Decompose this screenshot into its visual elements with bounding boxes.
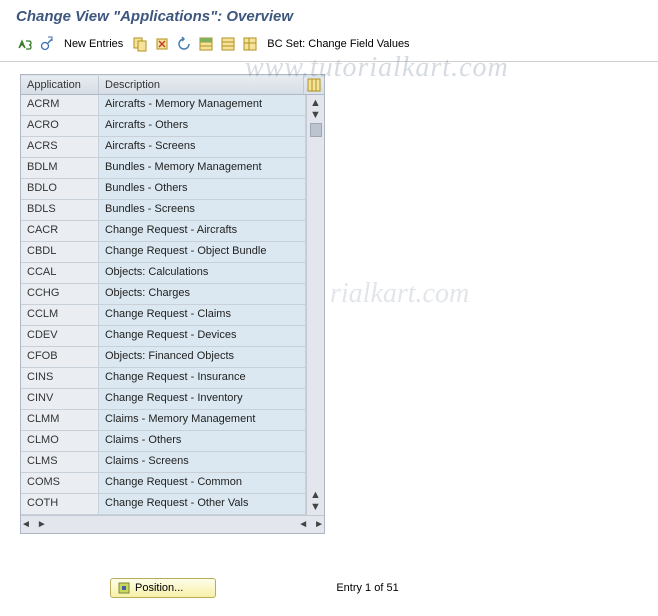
page-title: Change View "Applications": Overview xyxy=(0,0,658,31)
scroll-right-end-icon[interactable]: ► xyxy=(314,519,324,530)
table-row[interactable]: ACRMAircrafts - Memory Management xyxy=(21,95,306,116)
scroll-right-icon[interactable]: ► xyxy=(37,519,47,530)
cell-description: Change Request - Object Bundle xyxy=(99,242,306,262)
toggle-display-icon[interactable] xyxy=(16,35,34,53)
watermark-text-2: rialkart.com xyxy=(330,278,469,310)
table-row[interactable]: ACROAircrafts - Others xyxy=(21,116,306,137)
scroll-down-bottom-icon[interactable]: ▼ xyxy=(310,501,322,513)
cell-application: CCHG xyxy=(21,284,99,304)
cell-application: COTH xyxy=(21,494,99,514)
copy-icon[interactable] xyxy=(131,35,149,53)
cell-description: Change Request - Inventory xyxy=(99,389,306,409)
new-entries-button[interactable]: New Entries xyxy=(64,38,123,50)
table-row[interactable]: CFOBObjects: Financed Objects xyxy=(21,347,306,368)
table-row[interactable]: CCHGObjects: Charges xyxy=(21,284,306,305)
cell-application: CBDL xyxy=(21,242,99,262)
cell-application: CCAL xyxy=(21,263,99,283)
horizontal-scrollbar[interactable]: ◄ ► ◄ ► xyxy=(21,515,324,533)
cell-application: CLMM xyxy=(21,410,99,430)
cell-description: Aircrafts - Memory Management xyxy=(99,95,306,115)
table-row[interactable]: COMSChange Request - Common xyxy=(21,473,306,494)
table-row[interactable]: CINVChange Request - Inventory xyxy=(21,389,306,410)
scroll-left-end-icon[interactable]: ◄ xyxy=(298,519,308,530)
cell-application: CACR xyxy=(21,221,99,241)
cell-application: BDLO xyxy=(21,179,99,199)
col-header-application[interactable]: Application xyxy=(21,76,99,94)
cell-description: Change Request - Devices xyxy=(99,326,306,346)
cell-description: Change Request - Other Vals xyxy=(99,494,306,514)
cell-description: Objects: Financed Objects xyxy=(99,347,306,367)
table-row[interactable]: BDLOBundles - Others xyxy=(21,179,306,200)
cell-description: Claims - Others xyxy=(99,431,306,451)
table-row[interactable]: CBDLChange Request - Object Bundle xyxy=(21,242,306,263)
position-button[interactable]: Position... xyxy=(110,578,216,598)
scroll-up-icon[interactable]: ▲ xyxy=(310,97,322,109)
undo-icon[interactable] xyxy=(175,35,193,53)
cell-application: BDLS xyxy=(21,200,99,220)
table-row[interactable]: CINSChange Request - Insurance xyxy=(21,368,306,389)
table-row[interactable]: CLMSClaims - Screens xyxy=(21,452,306,473)
table-row[interactable]: COTHChange Request - Other Vals xyxy=(21,494,306,515)
table-row[interactable]: BDLSBundles - Screens xyxy=(21,200,306,221)
table-row[interactable]: CCALObjects: Calculations xyxy=(21,263,306,284)
configure-columns-icon[interactable] xyxy=(304,78,324,92)
cell-description: Aircrafts - Others xyxy=(99,116,306,136)
table-row[interactable]: CDEVChange Request - Devices xyxy=(21,326,306,347)
cell-description: Change Request - Claims xyxy=(99,305,306,325)
cell-application: COMS xyxy=(21,473,99,493)
cell-description: Change Request - Insurance xyxy=(99,368,306,388)
table-settings-icon[interactable] xyxy=(241,35,259,53)
cell-application: CINV xyxy=(21,389,99,409)
table-row[interactable]: CCLMChange Request - Claims xyxy=(21,305,306,326)
cell-application: CLMO xyxy=(21,431,99,451)
cell-application: ACRM xyxy=(21,95,99,115)
cell-description: Bundles - Screens xyxy=(99,200,306,220)
cell-description: Bundles - Others xyxy=(99,179,306,199)
cell-application: CINS xyxy=(21,368,99,388)
bc-set-button[interactable]: BC Set: Change Field Values xyxy=(267,38,409,50)
scroll-thumb[interactable] xyxy=(310,123,322,137)
footer: Position... Entry 1 of 51 xyxy=(0,578,658,598)
cell-description: Objects: Calculations xyxy=(99,263,306,283)
applications-table: Application Description ACRMAircrafts - … xyxy=(20,74,325,534)
cell-application: ACRS xyxy=(21,137,99,157)
table-row[interactable]: BDLMBundles - Memory Management xyxy=(21,158,306,179)
cell-description: Objects: Charges xyxy=(99,284,306,304)
delete-icon[interactable] xyxy=(153,35,171,53)
vertical-scrollbar[interactable]: ▲ ▼ ▲ ▼ xyxy=(306,95,324,515)
table-body: ACRMAircrafts - Memory ManagementACROAir… xyxy=(21,95,306,515)
scroll-down-icon[interactable]: ▼ xyxy=(310,109,322,121)
cell-description: Claims - Screens xyxy=(99,452,306,472)
cell-description: Claims - Memory Management xyxy=(99,410,306,430)
find-icon[interactable] xyxy=(38,35,56,53)
select-all-icon[interactable] xyxy=(197,35,215,53)
table-row[interactable]: CLMOClaims - Others xyxy=(21,431,306,452)
cell-application: CDEV xyxy=(21,326,99,346)
entry-counter: Entry 1 of 51 xyxy=(336,582,398,594)
cell-application: BDLM xyxy=(21,158,99,178)
cell-description: Change Request - Aircrafts xyxy=(99,221,306,241)
cell-description: Bundles - Memory Management xyxy=(99,158,306,178)
toolbar: New Entries BC Set: Change Field Values xyxy=(0,31,658,62)
cell-application: CFOB xyxy=(21,347,99,367)
deselect-all-icon[interactable] xyxy=(219,35,237,53)
position-icon xyxy=(117,581,131,595)
table-row[interactable]: ACRSAircrafts - Screens xyxy=(21,137,306,158)
cell-application: ACRO xyxy=(21,116,99,136)
scroll-left-icon[interactable]: ◄ xyxy=(21,519,31,530)
col-header-description[interactable]: Description xyxy=(99,76,304,94)
scroll-up-bottom-icon[interactable]: ▲ xyxy=(310,489,322,501)
cell-application: CCLM xyxy=(21,305,99,325)
table-header: Application Description xyxy=(21,75,324,95)
position-button-label: Position... xyxy=(135,582,183,594)
cell-description: Aircrafts - Screens xyxy=(99,137,306,157)
cell-application: CLMS xyxy=(21,452,99,472)
table-row[interactable]: CLMMClaims - Memory Management xyxy=(21,410,306,431)
cell-description: Change Request - Common xyxy=(99,473,306,493)
table-row[interactable]: CACRChange Request - Aircrafts xyxy=(21,221,306,242)
